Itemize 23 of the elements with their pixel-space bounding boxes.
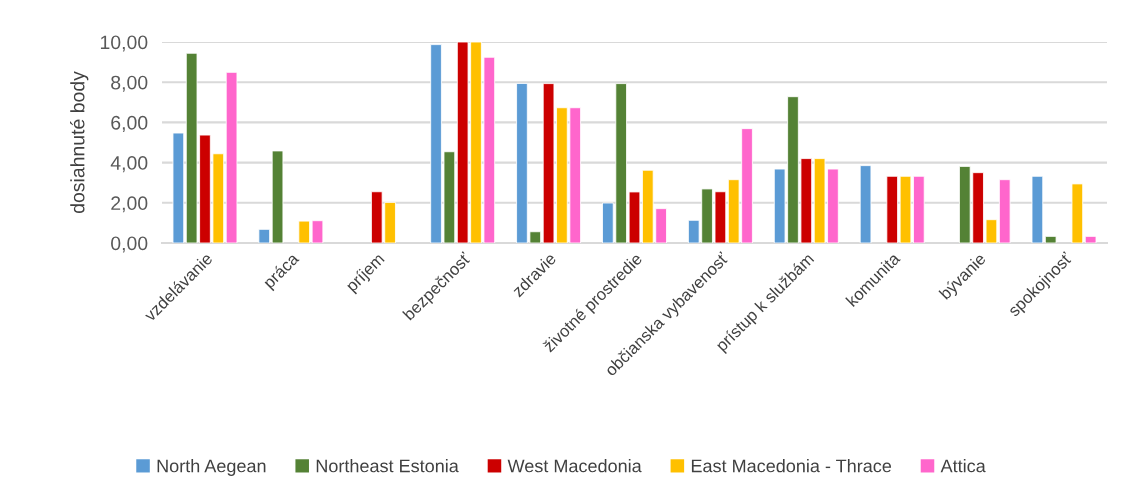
bar [172, 132, 185, 243]
bar [1044, 235, 1057, 243]
bar [859, 165, 872, 243]
y-tick-label: 4,00 [110, 156, 148, 173]
bar [886, 175, 898, 243]
legend-label: Northeast Estonia [316, 459, 459, 473]
legend-label: North Aegean [157, 459, 266, 476]
y-tick-label: 10,00 [100, 35, 148, 52]
legend-label: Attica [940, 459, 986, 473]
y-axis-title: dosiahnuté body [70, 71, 89, 214]
y-tick-label: 2,00 [111, 196, 148, 213]
y-tick-label: 6,00 [111, 115, 148, 132]
bar [258, 228, 271, 243]
legend-label: West Macedonia [507, 459, 642, 473]
legend-label: East Macedonia - Thrace [691, 459, 892, 473]
bar [1071, 183, 1084, 243]
y-tick-label: 8,00 [111, 75, 148, 92]
bar [225, 71, 238, 243]
bar [998, 179, 1011, 243]
bar [1084, 235, 1097, 243]
bar [271, 150, 284, 243]
y-tick-label: 0,00 [111, 236, 148, 253]
bar [1031, 175, 1044, 243]
